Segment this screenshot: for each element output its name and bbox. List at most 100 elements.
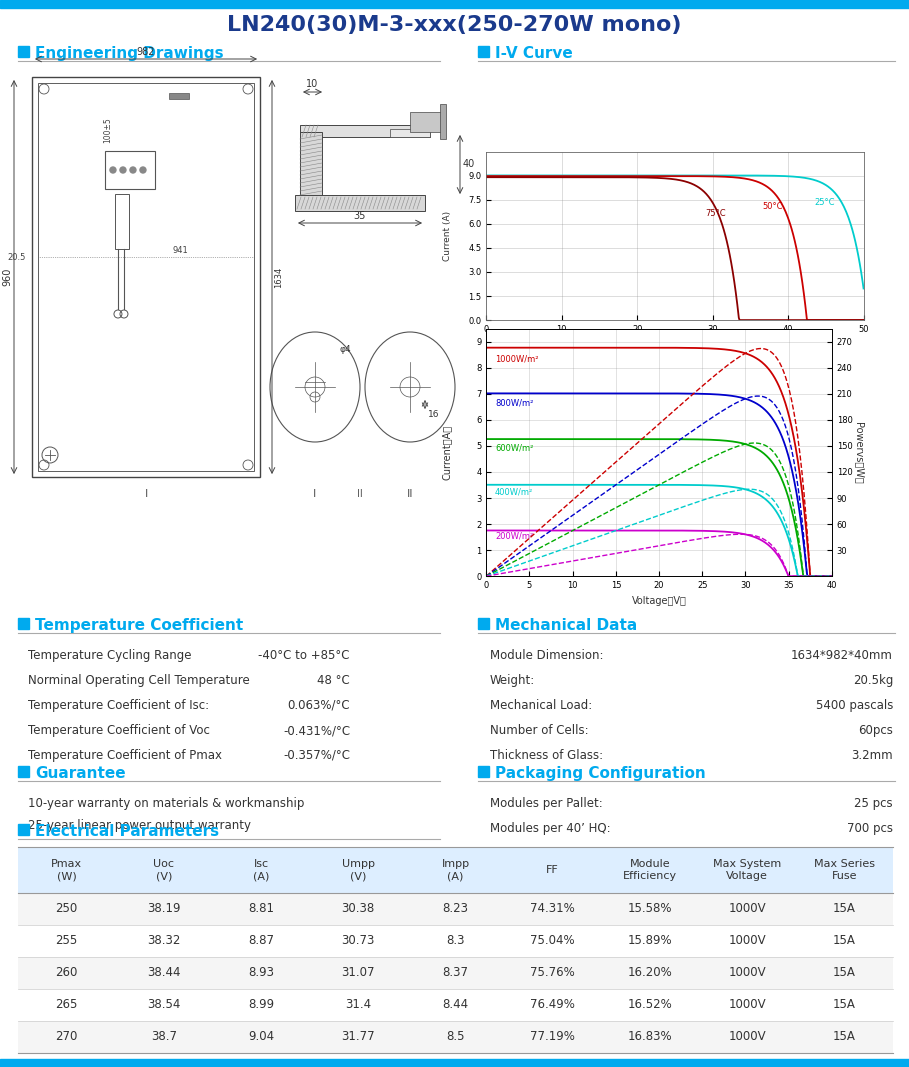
- Text: LN240(30)M-3-xxx(250-270W mono): LN240(30)M-3-xxx(250-270W mono): [226, 15, 681, 35]
- Text: 15A: 15A: [833, 1031, 856, 1044]
- Text: 75.76%: 75.76%: [530, 967, 575, 980]
- Text: I: I: [145, 489, 147, 499]
- Bar: [0, 0, 909, 7]
- Circle shape: [120, 168, 126, 173]
- Text: 60pcs: 60pcs: [858, 724, 893, 737]
- Bar: [32, 77, 260, 477]
- Text: 8.99: 8.99: [248, 999, 275, 1012]
- Text: 30.38: 30.38: [342, 903, 375, 915]
- Text: 38.54: 38.54: [147, 999, 181, 1012]
- Bar: [300, 125, 430, 137]
- Bar: [440, 103, 446, 139]
- Text: 5400 pascals: 5400 pascals: [815, 699, 893, 712]
- Text: 1634: 1634: [274, 267, 283, 288]
- Text: 50°C: 50°C: [763, 202, 784, 211]
- Text: Uoc
(V): Uoc (V): [154, 859, 175, 881]
- Text: 1000V: 1000V: [728, 967, 766, 980]
- Text: -0.431%/°C: -0.431%/°C: [283, 724, 350, 737]
- Text: 15.58%: 15.58%: [628, 903, 672, 915]
- Circle shape: [110, 168, 116, 173]
- Bar: [18, 824, 29, 835]
- Text: 74.31%: 74.31%: [530, 903, 575, 915]
- Text: 77.19%: 77.19%: [530, 1031, 575, 1044]
- Text: 1000V: 1000V: [728, 903, 766, 915]
- Text: Isc
(A): Isc (A): [253, 859, 269, 881]
- Text: 1634*982*40mm: 1634*982*40mm: [791, 649, 893, 662]
- Text: -40°C to +85°C: -40°C to +85°C: [258, 649, 350, 662]
- X-axis label: Voltage（V）: Voltage（V）: [632, 595, 686, 606]
- Text: 800W/m²: 800W/m²: [494, 399, 534, 408]
- Y-axis label: Current（A）: Current（A）: [442, 425, 452, 480]
- Text: Mechanical Load:: Mechanical Load:: [490, 699, 593, 712]
- Bar: [0, 1060, 909, 1067]
- Text: 25 pcs: 25 pcs: [854, 797, 893, 810]
- Text: 8.93: 8.93: [248, 967, 274, 980]
- Bar: [169, 93, 189, 99]
- Bar: [18, 1021, 893, 1053]
- Y-axis label: Current (A): Current (A): [444, 211, 453, 260]
- Text: 8.3: 8.3: [446, 935, 464, 947]
- Text: 25°C: 25°C: [814, 198, 834, 207]
- Text: 15A: 15A: [833, 999, 856, 1012]
- Bar: [390, 129, 430, 137]
- Text: 960: 960: [2, 268, 12, 286]
- Text: Weight:: Weight:: [490, 674, 535, 687]
- Bar: [18, 989, 893, 1021]
- Text: 0.063%/°C: 0.063%/°C: [287, 699, 350, 712]
- Text: Mechanical Data: Mechanical Data: [495, 618, 637, 633]
- Text: 9.04: 9.04: [248, 1031, 275, 1044]
- Text: 48 °C: 48 °C: [317, 674, 350, 687]
- Bar: [105, 152, 155, 189]
- Text: II: II: [406, 489, 414, 499]
- Text: 250: 250: [55, 903, 78, 915]
- Bar: [18, 618, 29, 630]
- Bar: [410, 112, 445, 132]
- Text: II: II: [357, 489, 363, 499]
- Text: 15A: 15A: [833, 903, 856, 915]
- Text: 25-year linear power output warranty: 25-year linear power output warranty: [28, 819, 251, 832]
- Text: Engineering Drawings: Engineering Drawings: [35, 46, 224, 61]
- Text: 75°C: 75°C: [704, 209, 725, 218]
- Bar: [18, 925, 893, 957]
- Bar: [300, 132, 322, 197]
- Text: Max Series
Fuse: Max Series Fuse: [814, 859, 874, 881]
- Text: 1000V: 1000V: [728, 1031, 766, 1044]
- Text: Temperature Coefficient of Voc: Temperature Coefficient of Voc: [28, 724, 210, 737]
- Text: Temperature Cycling Range: Temperature Cycling Range: [28, 649, 192, 662]
- Text: Electrical Parameters: Electrical Parameters: [35, 824, 219, 839]
- Text: 8.5: 8.5: [446, 1031, 464, 1044]
- Text: I-V Curve: I-V Curve: [495, 46, 573, 61]
- Text: 31.4: 31.4: [345, 999, 372, 1012]
- Text: 15.89%: 15.89%: [627, 935, 673, 947]
- Text: 255: 255: [55, 935, 78, 947]
- Text: Pmax
(W): Pmax (W): [51, 859, 82, 881]
- Text: -0.357%/°C: -0.357%/°C: [283, 749, 350, 762]
- Text: 16.52%: 16.52%: [627, 999, 673, 1012]
- Bar: [115, 194, 129, 249]
- Text: 38.19: 38.19: [147, 903, 181, 915]
- Text: 8.87: 8.87: [248, 935, 274, 947]
- Text: 270: 270: [55, 1031, 78, 1044]
- Text: Module
Efficiency: Module Efficiency: [623, 859, 677, 881]
- Text: 1000V: 1000V: [728, 935, 766, 947]
- Text: Module Dimension:: Module Dimension:: [490, 649, 604, 662]
- Text: 260: 260: [55, 967, 78, 980]
- Text: 40: 40: [463, 159, 475, 169]
- Text: Temperature Coefficient: Temperature Coefficient: [35, 618, 244, 633]
- Text: 31.77: 31.77: [342, 1031, 375, 1044]
- Circle shape: [130, 168, 136, 173]
- Bar: [18, 847, 893, 893]
- Bar: [295, 195, 425, 211]
- Text: 38.7: 38.7: [151, 1031, 177, 1044]
- Circle shape: [140, 168, 146, 173]
- Text: 15A: 15A: [833, 967, 856, 980]
- Text: 1000V: 1000V: [728, 999, 766, 1012]
- Text: FF: FF: [546, 865, 559, 875]
- Text: Umpp
(V): Umpp (V): [342, 859, 375, 881]
- Bar: [38, 83, 254, 471]
- Text: 16.83%: 16.83%: [627, 1031, 673, 1044]
- Text: 75.04%: 75.04%: [531, 935, 575, 947]
- Text: 20.5: 20.5: [7, 253, 26, 261]
- Text: Modules per 40’ HQ:: Modules per 40’ HQ:: [490, 822, 611, 835]
- Text: 982: 982: [136, 47, 155, 57]
